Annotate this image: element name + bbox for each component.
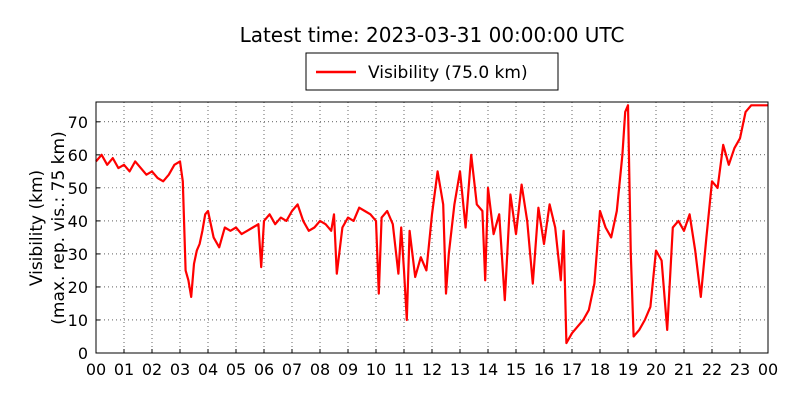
series-layer [95, 104, 768, 345]
x-tick-label: 00 [86, 360, 106, 379]
x-tick-label: 16 [534, 360, 554, 379]
x-tick-label: 15 [506, 360, 526, 379]
x-tick-label: 23 [730, 360, 750, 379]
x-tick-label: 03 [170, 360, 190, 379]
x-tick-label: 22 [702, 360, 722, 379]
series-line-visibility [95, 104, 768, 345]
y-tick-label: 30 [68, 245, 88, 264]
y-axis-label-line1: Visibility (km) [27, 170, 47, 286]
x-tick-label: 13 [450, 360, 470, 379]
x-tick-label: 21 [674, 360, 694, 379]
y-tick-label: 40 [68, 212, 88, 231]
y-axis-label-line2: (max. rep. vis.: 75 km) [49, 131, 69, 324]
y-tick-label: 70 [68, 113, 88, 132]
axes: 00 01 02 03 04 05 06 07 08 09 10 11 12 13 14 15 16 17 18 19… [68, 113, 779, 379]
chart-title: Latest time: 2023-03-31 00:00:00 UTC [240, 23, 625, 47]
x-tick-label: 12 [422, 360, 442, 379]
x-tick-label: 07 [282, 360, 302, 379]
y-tick-label: 60 [68, 146, 88, 165]
y-axis-label: Visibility (km) (max. rep. vis.: 75 km) [27, 131, 69, 324]
y-tick-label: 50 [68, 179, 88, 198]
y-tick-label: 20 [68, 278, 88, 297]
x-tick-label: 09 [338, 360, 358, 379]
legend: Visibility (75.0 km) [305, 52, 559, 91]
y-tick-label: 0 [78, 344, 88, 363]
x-tick-label: 00 [758, 360, 778, 379]
x-tick-label: 02 [142, 360, 162, 379]
x-tick-label: 04 [198, 360, 218, 379]
x-tick-label: 19 [618, 360, 638, 379]
x-tick-label: 05 [226, 360, 246, 379]
y-tick-label: 10 [68, 311, 88, 330]
x-tick-label: 01 [114, 360, 134, 379]
x-tick-label: 10 [366, 360, 386, 379]
x-tick-label: 06 [254, 360, 274, 379]
x-tick-label: 11 [394, 360, 414, 379]
x-tick-label: 08 [310, 360, 330, 379]
x-tick-label: 17 [562, 360, 582, 379]
x-tick-label: 14 [478, 360, 498, 379]
legend-label: Visibility (75.0 km) [368, 63, 528, 83]
x-tick-label: 18 [590, 360, 610, 379]
x-tick-label: 20 [646, 360, 666, 379]
